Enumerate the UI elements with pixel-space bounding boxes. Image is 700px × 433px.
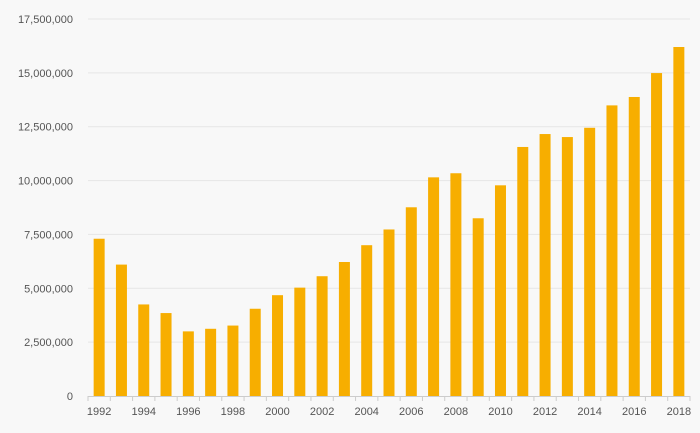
bar-2008 — [450, 173, 462, 396]
bar-2001 — [294, 287, 306, 396]
bar-2015 — [606, 105, 618, 397]
x-tick-label: 1998 — [221, 406, 245, 418]
bars — [93, 47, 685, 397]
x-tick-label: 2004 — [354, 406, 378, 418]
bar-1999 — [249, 308, 261, 396]
bar-2010 — [494, 185, 506, 396]
bar-2005 — [383, 229, 395, 396]
y-tick-label: 12,500,000 — [18, 122, 73, 134]
bar-2004 — [361, 245, 373, 396]
x-tick-label: 2014 — [577, 406, 601, 418]
x-axis-ticks — [87, 396, 691, 401]
y-tick-label: 17,500,000 — [18, 14, 73, 26]
y-tick-label: 5,000,000 — [24, 283, 73, 295]
bar-2007 — [428, 177, 440, 396]
bar-1995 — [160, 313, 172, 396]
bar-2006 — [405, 207, 417, 396]
bar-2012 — [539, 134, 551, 396]
bar-2013 — [561, 137, 573, 396]
x-tick-label: 1992 — [87, 406, 111, 418]
y-tick-label: 7,500,000 — [24, 229, 73, 241]
bar-1996 — [182, 331, 194, 396]
x-tick-label: 2016 — [622, 406, 646, 418]
y-axis-tick-labels: 0 2,500,000 5,000,000 7,500,000 10,000,000 12… — [18, 14, 73, 403]
x-tick-label: 2018 — [667, 406, 691, 418]
bar-2003 — [338, 262, 350, 396]
y-tick-label: 10,000,000 — [18, 176, 73, 188]
x-tick-label: 2000 — [265, 406, 289, 418]
bar-1994 — [138, 304, 150, 396]
x-tick-label: 1996 — [176, 406, 200, 418]
x-tick-label: 2008 — [444, 406, 468, 418]
bar-1992 — [93, 238, 105, 396]
bar-2009 — [472, 218, 484, 396]
bar-2002 — [316, 276, 328, 396]
x-axis-tick-labels: 1992 1994 1996 1998 2000 2002 2004 2006 2008 2010… — [87, 406, 691, 418]
bar-2000 — [272, 295, 284, 396]
x-tick-label: 2010 — [488, 406, 512, 418]
y-tick-label: 0 — [67, 391, 73, 403]
bar-2018 — [673, 47, 685, 397]
x-tick-label: 2012 — [533, 406, 557, 418]
y-tick-label: 2,500,000 — [24, 337, 73, 349]
bar-1993 — [115, 264, 127, 396]
bar-2016 — [628, 96, 640, 397]
x-tick-label: 2006 — [399, 406, 423, 418]
x-tick-label: 1994 — [131, 406, 155, 418]
bar-2014 — [584, 127, 596, 396]
bar-1998 — [227, 325, 239, 396]
y-tick-label: 15,000,000 — [18, 68, 73, 80]
x-tick-label: 2002 — [310, 406, 334, 418]
bar-2011 — [517, 146, 529, 396]
bar-1997 — [205, 328, 217, 396]
bar-2017 — [651, 73, 663, 396]
